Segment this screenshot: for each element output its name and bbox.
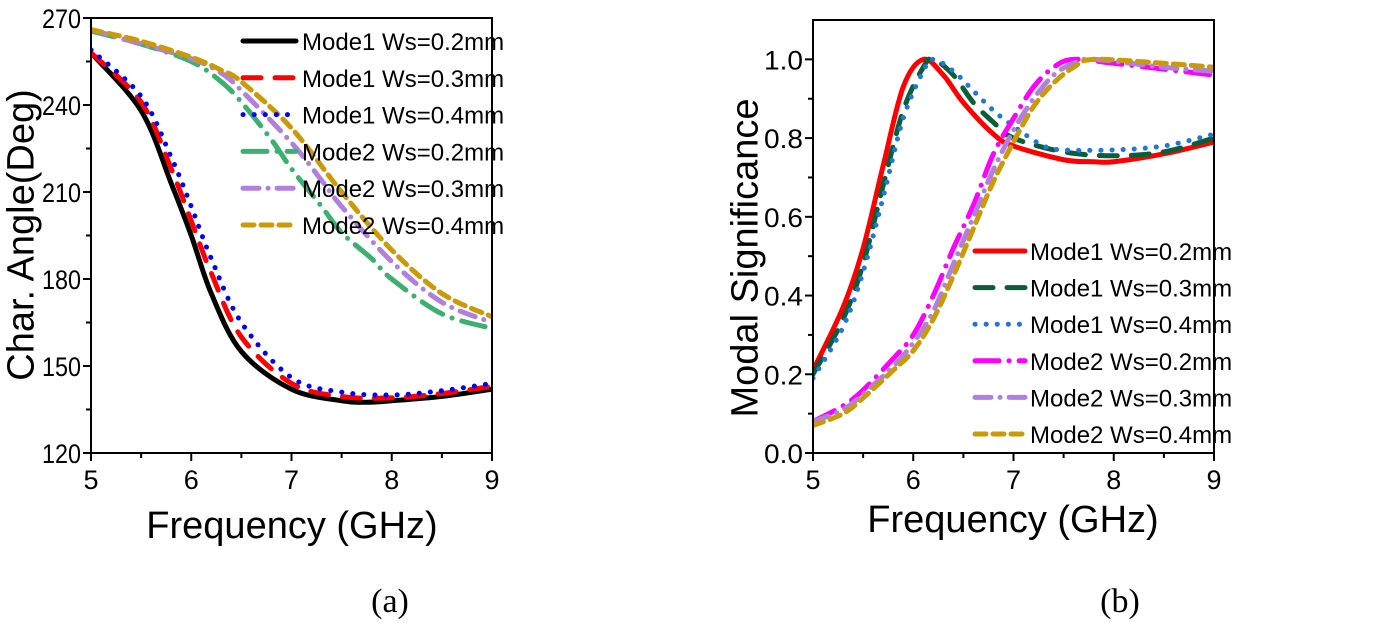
y-axis-title: Char. Angle(Deg) [0, 89, 42, 381]
figure-caption: (b) [1100, 583, 1140, 620]
x-tick-label: 9 [1206, 465, 1221, 495]
series-line-1 [813, 56, 1214, 373]
y-tick-label: 270 [42, 4, 81, 34]
legend-label-6: Mode2 Ws=0.4mm [302, 213, 504, 240]
x-tick-label: 5 [805, 465, 820, 495]
y-tick-label: 210 [42, 178, 81, 208]
x-tick-label: 8 [384, 465, 399, 495]
series-line-3 [91, 47, 492, 398]
legend-label-3: Mode1 Ws=0.4mm [302, 103, 504, 130]
y-tick-label: 0.6 [764, 203, 803, 233]
series-line-6 [813, 56, 1214, 428]
x-tick-label: 8 [1106, 465, 1121, 495]
y-tick-label: 120 [42, 439, 81, 469]
legend-label-1: Mode1 Ws=0.2mm [302, 29, 504, 56]
x-tick-label: 9 [484, 465, 499, 495]
y-tick-label: 240 [42, 91, 81, 121]
legend-label-2: Mode1 Ws=0.3mm [1030, 276, 1232, 303]
legend-label-1: Mode1 Ws=0.2mm [1030, 239, 1232, 266]
series-line-2 [813, 56, 1214, 377]
series-line-3 [813, 56, 1214, 381]
x-axis-title: Frequency (GHz) [146, 505, 437, 547]
legend-label-4: Mode2 Ws=0.2mm [302, 139, 504, 166]
y-axis-title: Modal Significance [724, 99, 766, 418]
x-axis-title: Frequency (GHz) [867, 499, 1158, 541]
legend: Mode1 Ws=0.2mm Mode1 Ws=0.3mm Mode1 Ws=0.4… [972, 239, 1232, 449]
legend-label-5: Mode2 Ws=0.3mm [302, 176, 504, 203]
y-tick-label: 150 [42, 352, 81, 382]
y-tick-label: 0.0 [764, 439, 803, 469]
x-tick-label: 5 [83, 465, 98, 495]
x-tick-label: 6 [906, 465, 921, 495]
y-tick-label: 0.8 [764, 124, 803, 154]
legend: Mode1 Ws=0.2mm Mode1 Ws=0.3mm Mode1 Ws=0.4… [240, 29, 504, 240]
legend-label-6: Mode2 Ws=0.4mm [1030, 422, 1232, 449]
chart-a-char-angle: 5 6 7 8 9 120 150 180 210 240 270 Frequency (GHz) Ch… [0, 4, 504, 620]
legend-label-2: Mode1 Ws=0.3mm [302, 66, 504, 93]
legend-label-4: Mode2 Ws=0.2mm [1030, 349, 1232, 376]
x-tick-label: 6 [184, 465, 199, 495]
y-tick-label: 0.4 [764, 282, 803, 312]
x-tick-label: 7 [284, 465, 299, 495]
figure-caption: (a) [371, 583, 409, 620]
y-tick-label: 180 [42, 265, 81, 295]
y-tick-label: 1.0 [764, 45, 803, 75]
series-group [813, 56, 1214, 428]
legend-label-5: Mode2 Ws=0.3mm [1030, 385, 1232, 412]
series-line-4 [91, 28, 492, 331]
y-tick-label: 0.2 [764, 360, 803, 390]
chart-b-modal-significance: 5 6 7 8 9 0.0 0.2 0.4 0.6 0.8 1.0 Frequency (GHz) Mo… [724, 19, 1232, 620]
x-tick-label: 7 [1006, 465, 1021, 495]
series-line-2 [91, 50, 492, 401]
legend-label-3: Mode1 Ws=0.4mm [1030, 312, 1232, 339]
series-line-1 [91, 50, 492, 405]
